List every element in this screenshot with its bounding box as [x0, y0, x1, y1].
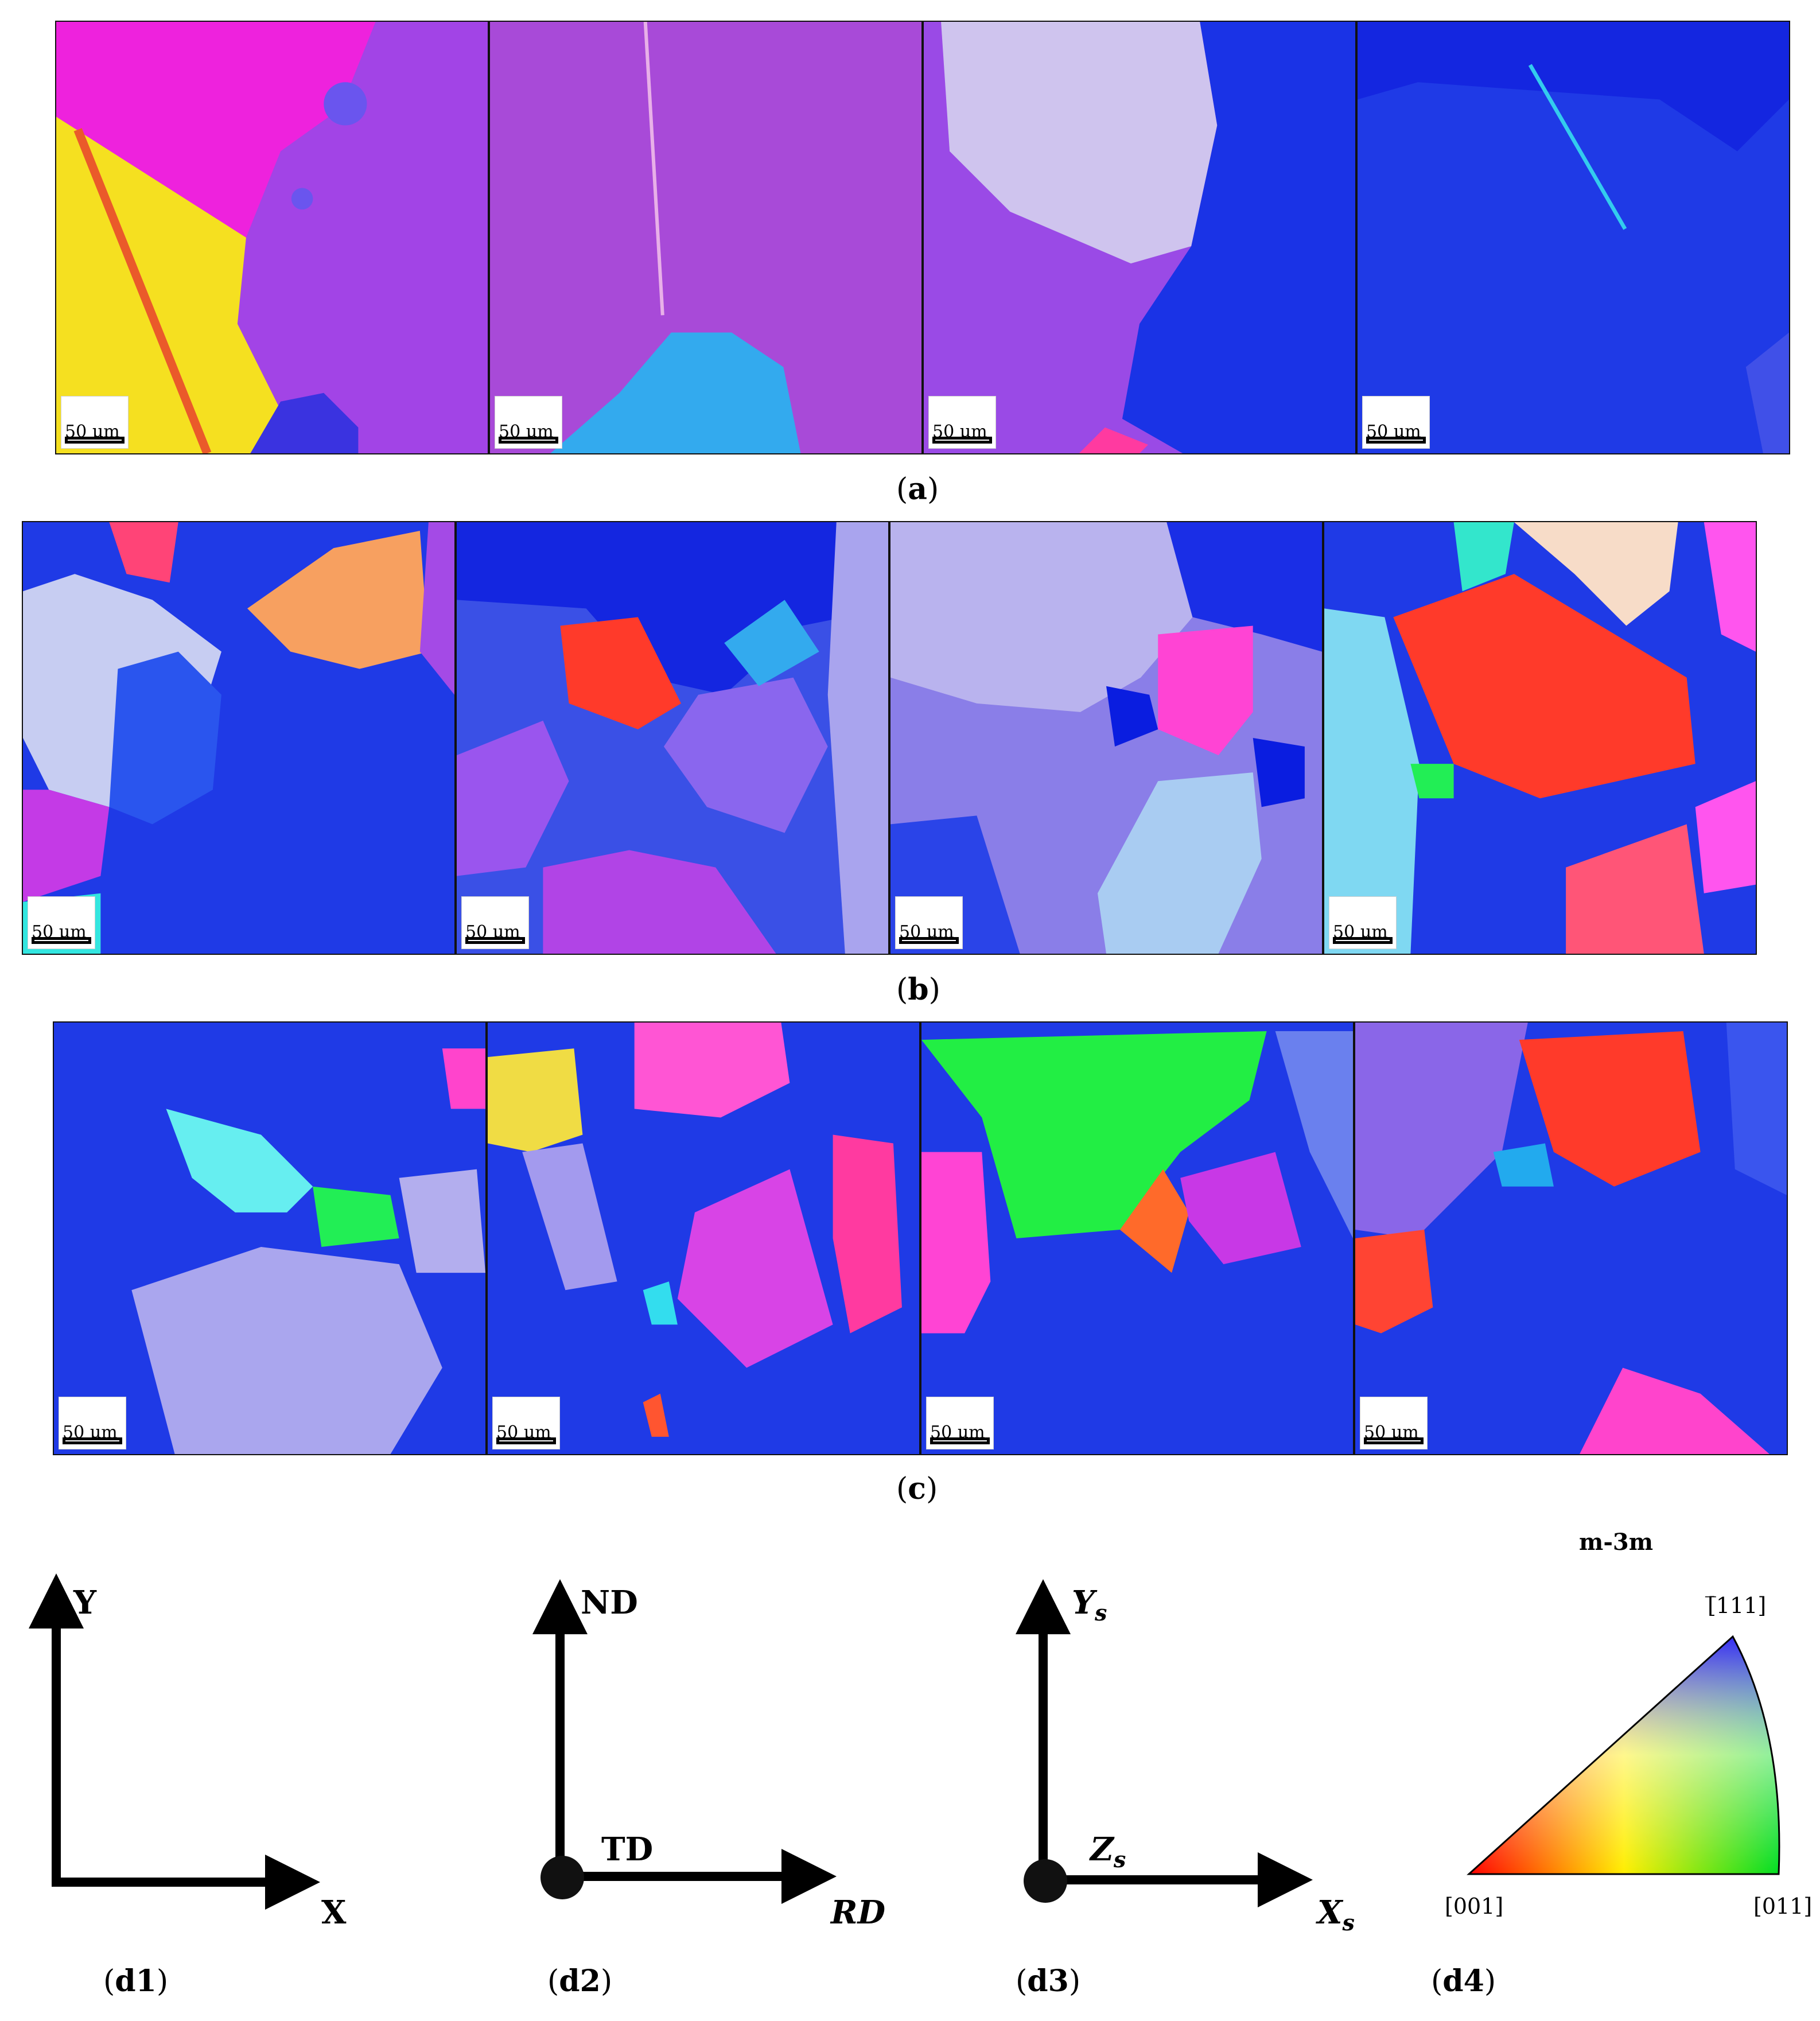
ebsd-map-b3: 50 µm: [889, 521, 1323, 955]
grain-map: [56, 22, 488, 453]
scale-bar-line: [1333, 937, 1393, 944]
ebsd-map-a3: 50 µm: [923, 21, 1356, 454]
scale-bar: 50 µm: [1360, 1397, 1428, 1449]
scale-bar-line: [1366, 437, 1426, 444]
ipf-color-key: [1467, 1635, 1780, 1875]
d2-origin-label: TD: [601, 1830, 654, 1868]
grain-map: [924, 22, 1355, 453]
scale-bar-line: [1364, 1437, 1424, 1444]
d3-x-axis-label: Xs: [1317, 1894, 1355, 1936]
scale-bar-line: [499, 437, 558, 444]
scale-bar: 50 µm: [59, 1397, 126, 1449]
d3-origin-label: Zs: [1090, 1830, 1126, 1873]
scale-bar: 50 µm: [461, 896, 529, 949]
coordinate-frames: [29, 1573, 1780, 1910]
d1-y-axis-label: Y: [73, 1584, 96, 1622]
label-d1: (d1): [103, 1964, 169, 1999]
scale-bar-line: [899, 937, 959, 944]
frame-d3: [1016, 1579, 1313, 1907]
ebsd-map-c4: 50 µm: [1354, 1021, 1788, 1455]
caption-b: (b): [896, 972, 940, 1007]
panel-a-row: 50 µm 50 µm 50 µm: [55, 21, 1790, 454]
scale-bar-line: [65, 437, 125, 444]
ebsd-map-b1: 50 µm: [22, 521, 456, 955]
panel-c-row: 50 µm 50 µm 50 µm: [53, 1021, 1788, 1455]
grain-map: [1324, 522, 1756, 954]
grain-map: [23, 522, 454, 954]
frame-d2: [532, 1579, 837, 1904]
ipf-corner-111: [̅111]: [1708, 1593, 1767, 1618]
caption-c: (c): [896, 1471, 938, 1506]
scale-bar: 50 µm: [28, 896, 95, 949]
scale-bar: 50 µm: [492, 1397, 560, 1449]
grain-map: [457, 522, 888, 954]
ebsd-map-a2: 50 µm: [489, 21, 923, 454]
d3-y-axis-label: Ys: [1072, 1584, 1107, 1626]
ebsd-map-b4: 50 µm: [1323, 521, 1757, 955]
label-d4: (d4): [1431, 1964, 1496, 1999]
scale-bar: 50 µm: [1329, 896, 1397, 949]
grain-map: [54, 1023, 485, 1454]
grain-map: [921, 1023, 1353, 1454]
ebsd-map-c2: 50 µm: [487, 1021, 920, 1455]
ebsd-map-a4: 50 µm: [1356, 21, 1790, 454]
d2-x-axis-label: RD: [831, 1894, 886, 1931]
ipf-symmetry-label: m-3m: [1579, 1529, 1654, 1556]
scale-bar: 50 µm: [1362, 396, 1430, 449]
scale-bar-line: [496, 1437, 556, 1444]
ebsd-map-c1: 50 µm: [53, 1021, 487, 1455]
panel-b-row: 50 µm 50 µm: [22, 521, 1757, 955]
grain-map: [1358, 22, 1789, 453]
label-d3: (d3): [1016, 1964, 1081, 1999]
grain-map: [1355, 1023, 1787, 1454]
grain-map: [490, 22, 921, 453]
frame-d1: [29, 1573, 320, 1910]
ipf-corner-001: [001]: [1445, 1894, 1504, 1919]
scale-bar-line: [930, 1437, 990, 1444]
label-d2: (d2): [547, 1964, 613, 1999]
scale-bar: 50 µm: [895, 896, 963, 949]
scale-bar: 50 µm: [495, 396, 562, 449]
ipf-corner-011: [011]: [1753, 1894, 1813, 1919]
ebsd-map-c3: 50 µm: [920, 1021, 1354, 1455]
scale-bar-line: [932, 437, 992, 444]
grain-map: [488, 1023, 919, 1454]
scale-bar-line: [63, 1437, 122, 1444]
scale-bar: 50 µm: [926, 1397, 994, 1449]
scale-bar: 50 µm: [61, 396, 129, 449]
d2-y-axis-label: ND: [581, 1584, 638, 1622]
caption-a: (a): [896, 472, 939, 507]
d1-x-axis-label: X: [321, 1894, 347, 1931]
grain-map: [890, 522, 1322, 954]
scale-bar-line: [32, 937, 91, 944]
scale-bar-line: [465, 937, 525, 944]
ebsd-map-a1: 50 µm: [55, 21, 489, 454]
ebsd-map-b2: 50 µm: [456, 521, 889, 955]
scale-bar: 50 µm: [928, 396, 996, 449]
